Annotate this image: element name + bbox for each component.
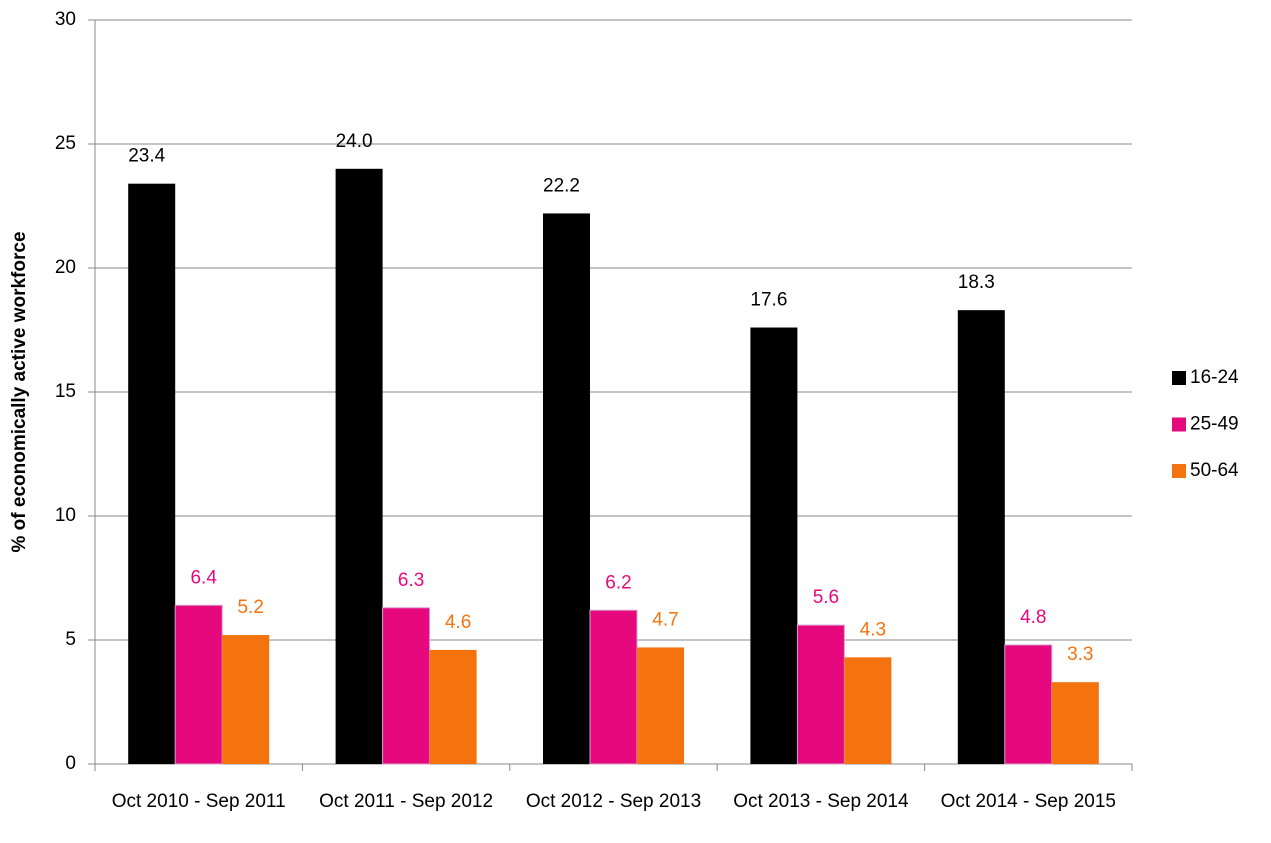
data-label: 6.3 [398,570,424,591]
x-tick-label: Oct 2011 - Sep 2012 [319,791,494,812]
bar [844,657,892,764]
y-axis-title: % of economically active workforce [9,231,30,552]
legend-label: 50-64 [1190,460,1239,481]
bar [429,649,477,764]
bar [174,604,223,765]
data-label: 4.6 [445,612,471,633]
y-tick-label: 5 [65,629,76,650]
data-label: 4.7 [652,609,678,630]
data-label: 4.8 [1020,607,1046,628]
x-tick-label: Oct 2013 - Sep 2014 [733,791,909,812]
y-tick-label: 30 [55,9,76,30]
data-label: 5.6 [813,587,839,608]
bar [589,609,638,765]
bar [543,213,590,764]
bar [796,624,845,765]
data-label: 23.4 [128,146,165,167]
data-label: 6.2 [605,572,631,593]
legend-swatch [1172,464,1186,478]
bar [750,327,798,764]
legend-swatch [1172,371,1186,385]
x-tick-label: Oct 2012 - Sep 2013 [525,791,702,812]
legend-label: 16-24 [1190,367,1239,388]
x-tick-label: Oct 2014 - Sep 2015 [940,791,1116,812]
y-tick-label: 20 [55,257,76,278]
data-label: 22.2 [543,175,580,196]
x-tick-label: Oct 2010 - Sep 2011 [111,791,286,812]
data-label: 18.3 [958,272,995,293]
bar [1004,644,1053,765]
bar [128,183,176,764]
data-label: 24.0 [336,131,373,152]
y-tick-label: 0 [65,753,76,774]
y-tick-label: 10 [55,505,76,526]
legend-label: 25-49 [1190,414,1239,435]
bar [382,607,431,765]
bar [335,168,383,765]
data-label: 5.2 [237,597,263,618]
bar [637,647,684,764]
bar [222,635,270,764]
data-label: 4.3 [860,619,886,640]
y-tick-label: 25 [55,133,76,154]
bar [957,310,1005,764]
bar [1051,682,1099,764]
legend-swatch [1172,417,1186,432]
data-label: 17.6 [750,290,787,311]
data-label: 6.4 [190,567,217,588]
y-tick-label: 15 [55,381,76,402]
data-label: 3.3 [1067,644,1093,665]
